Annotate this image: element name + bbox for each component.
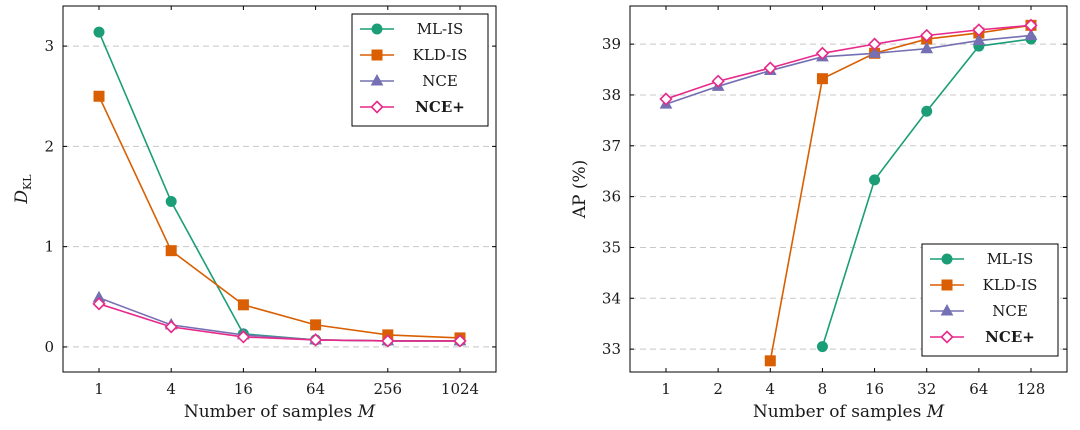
y-tick-label: 38	[602, 86, 621, 104]
y-tick-label: 37	[602, 137, 621, 155]
y-tick-label: 35	[602, 238, 621, 256]
legend-marker	[941, 279, 953, 291]
data-point	[165, 245, 177, 257]
data-point	[868, 46, 881, 58]
data-point	[236, 330, 251, 344]
y-axis-label-sub: KL	[21, 174, 34, 190]
data-point	[921, 105, 933, 117]
x-tick-label: 256	[373, 380, 402, 398]
chart-right: 33 34 35 36 37 38 39 1 2 4 8 16 32 64 128 Number of sam…	[570, 5, 1068, 422]
legend-marker	[371, 49, 383, 61]
legend-marker	[370, 100, 384, 114]
x-tick-label: 16	[865, 380, 884, 398]
series-line	[769, 24, 1032, 361]
legend-marker	[370, 73, 384, 86]
plot-frame	[629, 5, 1068, 373]
legend-label: KLD-IS	[413, 46, 468, 64]
x-axis-label: Number of samples M	[753, 402, 945, 422]
series-line	[98, 303, 460, 342]
y-tick-label: 39	[602, 35, 621, 53]
series-nce	[659, 28, 1038, 109]
x-axis-label-text: Number of samples	[184, 402, 358, 422]
series-line	[665, 34, 1032, 105]
y-axis-label: AP (%)	[570, 160, 590, 220]
x-tick-label: 2	[713, 380, 723, 398]
legend-marker	[371, 23, 383, 35]
x-tick-label: 1024	[441, 380, 479, 398]
x-tick-label: 1	[661, 380, 671, 398]
series-line	[98, 95, 461, 339]
x-tick-label: 64	[306, 380, 325, 398]
data-point	[93, 26, 105, 38]
legend-label: ML-IS	[987, 250, 1034, 268]
data-point	[92, 297, 106, 311]
legend-label: NCE	[992, 302, 1028, 320]
legend: ML-IS KLD-IS NCE NCE+	[921, 243, 1059, 357]
x-tick-label: 64	[969, 380, 988, 398]
data-point	[816, 73, 828, 85]
data-point	[165, 196, 177, 208]
data-point	[93, 90, 105, 102]
y-tick-label: 33	[602, 340, 621, 358]
x-axis-label-text: Number of samples	[753, 402, 927, 422]
data-point	[164, 320, 178, 334]
y-axis-label-main: D	[12, 190, 32, 205]
data-point	[1024, 18, 1038, 32]
y-tick-label: 3	[44, 37, 54, 55]
x-axis-label: Number of samples M	[184, 402, 376, 422]
legend-label: KLD-IS	[983, 276, 1038, 294]
series-line	[98, 297, 460, 342]
legend-label: NCE	[422, 72, 458, 90]
series-nce-	[92, 297, 467, 348]
series-line	[665, 24, 1032, 100]
x-tick-label: 1	[94, 380, 104, 398]
x-tick-label: 4	[166, 380, 176, 398]
data-point	[972, 33, 986, 46]
data-point	[310, 319, 322, 331]
data-point	[920, 28, 934, 43]
plot-frame	[62, 5, 497, 373]
y-axis-label: DKL	[12, 174, 34, 205]
series-nce-	[659, 18, 1038, 106]
x-tick-label: 128	[1017, 380, 1046, 398]
data-point	[711, 74, 725, 88]
legend-marker	[940, 303, 954, 316]
data-point	[764, 355, 776, 367]
series-kld-is	[93, 90, 466, 344]
data-point	[381, 334, 395, 348]
data-point	[763, 61, 777, 75]
data-point	[867, 37, 882, 51]
data-point	[453, 334, 467, 348]
series-nce	[92, 290, 467, 346]
legend: ML-IS KLD-IS NCE NCE+	[351, 13, 489, 127]
data-point	[816, 341, 828, 353]
data-point	[237, 299, 249, 311]
y-tick-label: 0	[44, 338, 54, 356]
y-tick-label: 34	[602, 289, 621, 307]
data-point	[1024, 28, 1038, 40]
legend-marker	[941, 253, 953, 265]
legend-label: NCE+	[415, 98, 465, 116]
x-tick-label: 32	[917, 380, 936, 398]
y-tick-label: 36	[602, 188, 621, 206]
legend-label: NCE+	[985, 328, 1035, 346]
y-tick-label: 2	[44, 137, 54, 155]
data-point	[920, 41, 934, 54]
x-tick-label: 16	[234, 380, 253, 398]
x-axis-label-var: M	[357, 402, 376, 422]
y-tick-label: 1	[44, 238, 54, 256]
data-point	[659, 92, 673, 106]
data-point	[869, 174, 881, 186]
x-tick-label: 8	[818, 380, 828, 398]
x-tick-label: 4	[766, 380, 776, 398]
x-axis-label-var: M	[926, 402, 945, 422]
legend-marker	[940, 330, 954, 344]
chart-left: 0 1 2 3 1 4 16 64 256 1024 Number of samples M DKL M…	[12, 5, 497, 422]
data-point	[815, 46, 830, 60]
data-point	[972, 23, 986, 37]
legend-label: ML-IS	[417, 20, 464, 38]
data-point	[308, 333, 323, 347]
